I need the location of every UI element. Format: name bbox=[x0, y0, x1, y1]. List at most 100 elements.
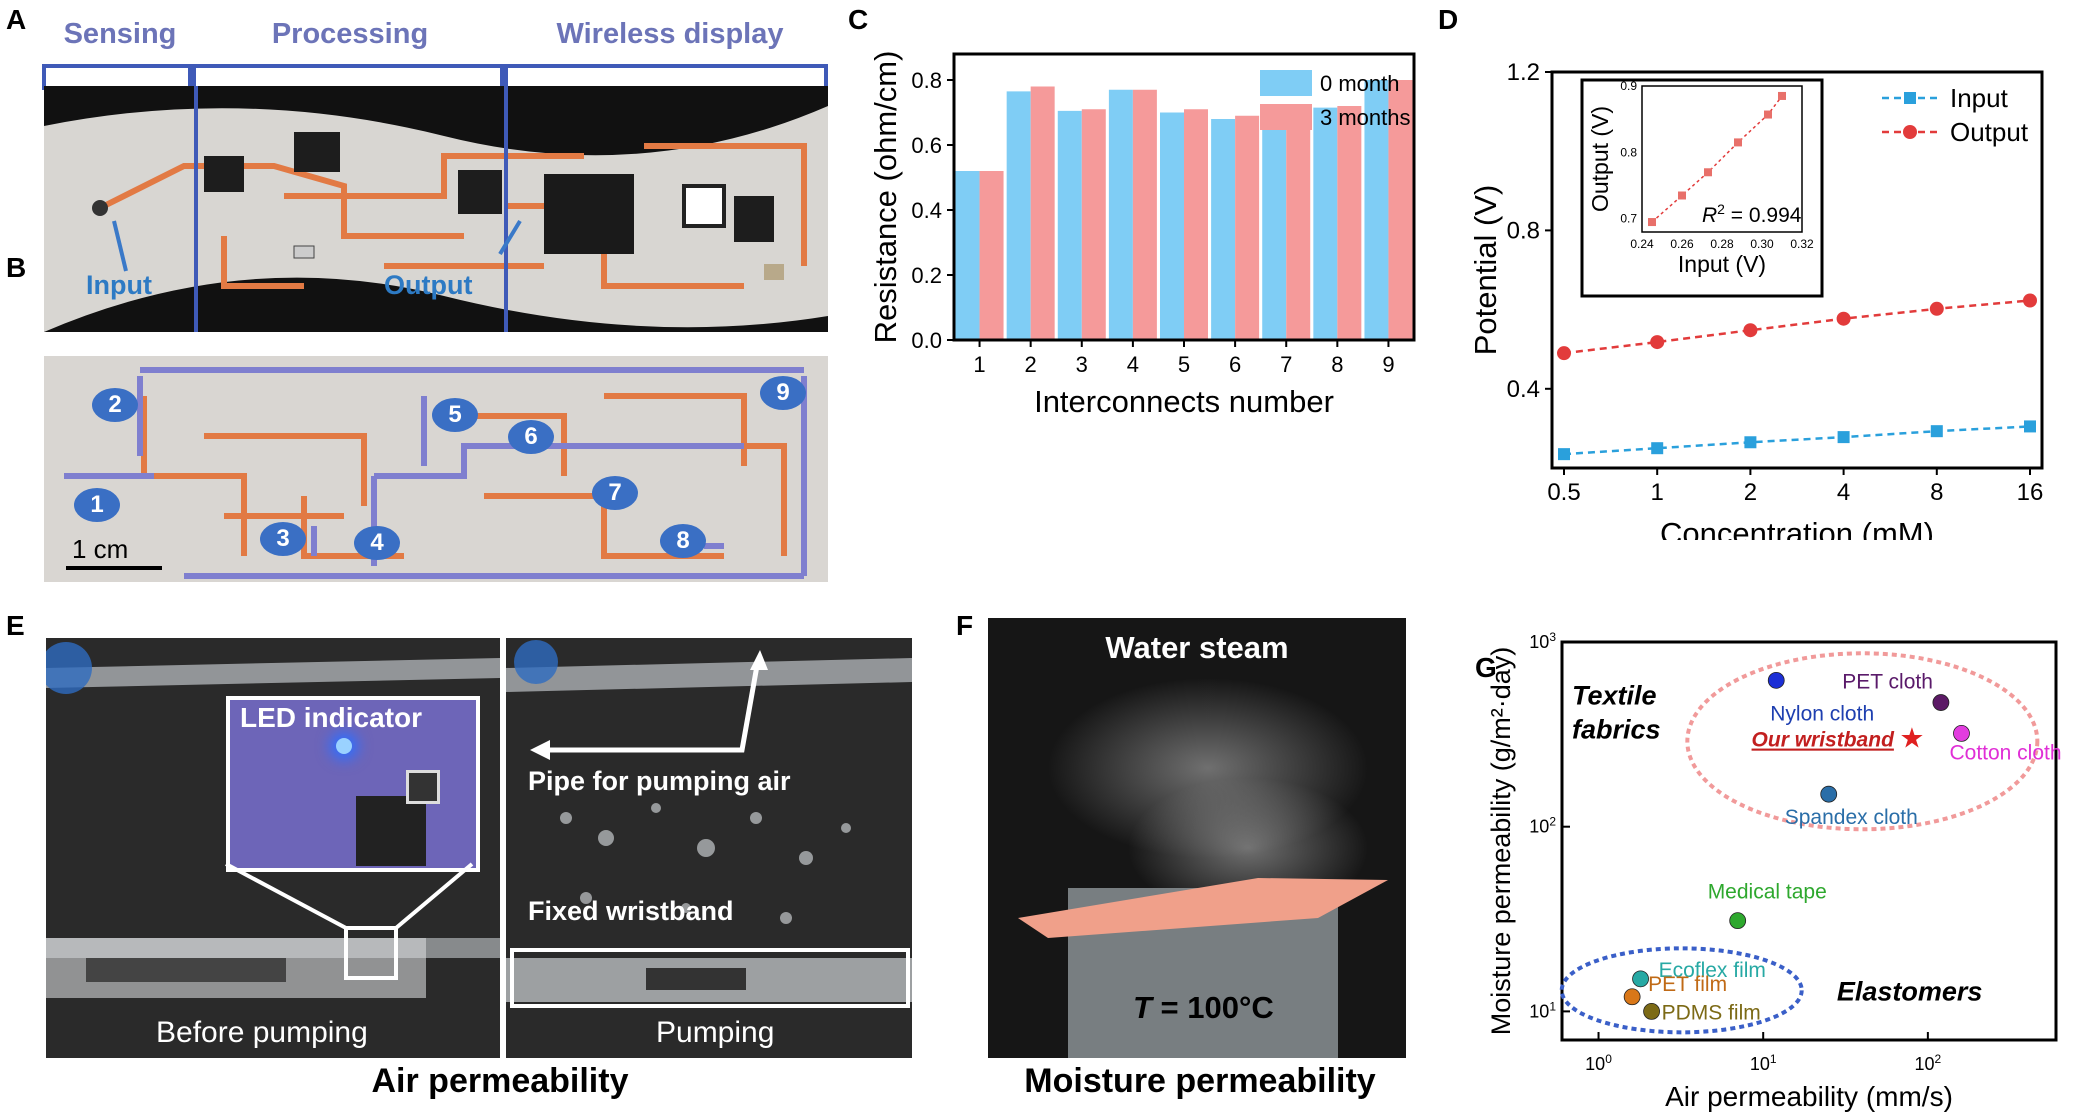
point-input-16 bbox=[2024, 420, 2036, 433]
textile-circuit-drawing bbox=[44, 106, 828, 332]
section-wireless-display: Wireless display bbox=[556, 18, 784, 50]
bar-0-month-4 bbox=[1108, 89, 1133, 340]
point-pdms-film bbox=[1643, 1002, 1660, 1020]
bar-3-months-8 bbox=[1337, 106, 1362, 340]
y-tick-label: 0.2 bbox=[911, 263, 942, 288]
x-tick-label: 101 bbox=[1750, 1052, 1777, 1074]
interconnect-number-9: 9 bbox=[760, 376, 806, 410]
chart-d: 0.4 0.8 1.2 0.5 1 2 4 8 16 Input Output Concentrati… bbox=[1468, 59, 2044, 540]
y-tick-label: 0.8 bbox=[1507, 217, 1540, 244]
x-tick-label: 6 bbox=[1229, 352, 1241, 377]
led-inset bbox=[226, 696, 480, 872]
inset-x-tick-label: 0.26 bbox=[1670, 237, 1694, 251]
bar-0-month-5 bbox=[1160, 112, 1184, 340]
interconnect-number-2: 2 bbox=[92, 388, 138, 422]
bar-0-month-7 bbox=[1262, 123, 1287, 340]
bar-3-months-2 bbox=[1030, 86, 1055, 340]
legend-swatch bbox=[1260, 70, 1312, 96]
chamber-drawing-right bbox=[506, 638, 912, 1058]
panel-b-photo: 1 2 3 4 5 6 7 8 9 1 cm bbox=[44, 356, 828, 582]
legend-label: Input bbox=[1950, 83, 2009, 113]
y-tick-label: 101 bbox=[1529, 999, 1556, 1021]
legend-marker bbox=[1904, 92, 1916, 104]
group-label-textile-1: Textile bbox=[1572, 680, 1657, 710]
x-tick-label: 102 bbox=[1915, 1052, 1942, 1074]
bar-0-month-8 bbox=[1313, 107, 1338, 340]
legend-swatch bbox=[1260, 104, 1312, 130]
panel-label-a: A bbox=[6, 4, 27, 35]
inset-x-axis-label: Input (V) bbox=[1678, 251, 1766, 277]
zoom-lines bbox=[225, 862, 474, 980]
y-tick-label: 1.2 bbox=[1507, 59, 1540, 86]
series-line-input bbox=[1563, 425, 2031, 456]
section-processing: Processing bbox=[271, 18, 429, 50]
textile-group-ellipse bbox=[1685, 651, 2040, 832]
temperature-value: = 100°C bbox=[1151, 990, 1274, 1025]
elastomer-group-ellipse bbox=[1559, 946, 1804, 1035]
inset-chip bbox=[356, 796, 426, 866]
panel-label-g: G bbox=[1475, 652, 1497, 683]
bar-0-month-9 bbox=[1364, 80, 1389, 340]
point-output-2 bbox=[1743, 323, 1758, 338]
inset-point bbox=[1778, 91, 1786, 100]
inset-y-axis-label: Output (V) bbox=[1587, 106, 1613, 212]
photo-pumping: Pipe for pumping air Fixed wristband Pum… bbox=[506, 638, 912, 1058]
point-spandex-cloth bbox=[1820, 785, 1838, 803]
photo-water-steam: Water steam T = 100°C bbox=[988, 618, 1406, 1058]
led-indicator-dot bbox=[336, 738, 352, 754]
legend-label: 3 months bbox=[1320, 105, 1411, 130]
x-tick-label: 2 bbox=[1744, 479, 1757, 506]
label-spandex-cloth: Spandex cloth bbox=[1785, 806, 1918, 829]
section-sensing: Sensing bbox=[63, 18, 177, 50]
panel-label-c: C bbox=[848, 4, 869, 35]
point-input-2 bbox=[1744, 436, 1757, 449]
panel-label-b: B bbox=[6, 252, 27, 283]
caption-air-permeability: Air permeability bbox=[371, 1062, 629, 1100]
bar-0-month-1 bbox=[955, 171, 980, 340]
section-brackets bbox=[42, 64, 828, 90]
bar-3-months-3 bbox=[1081, 109, 1106, 340]
x-tick-label: 0.5 bbox=[1547, 479, 1580, 506]
inset-point bbox=[1678, 191, 1686, 200]
label-medical-tape: Medical tape bbox=[1708, 881, 1827, 904]
chart-c: 0.0 0.2 0.4 0.6 0.8 1 2 3 4 5 6 7 8 9 Interconnects nu… bbox=[868, 51, 1416, 419]
bar-3-months-4 bbox=[1132, 89, 1157, 340]
label-ecoflex-film: Ecoflex film bbox=[1659, 959, 1766, 982]
point-pet-film bbox=[1623, 988, 1641, 1006]
inset-y-tick-label: 0.7 bbox=[1620, 212, 1637, 226]
bar-0-month-3 bbox=[1057, 110, 1082, 340]
inset-x-tick-label: 0.28 bbox=[1710, 237, 1734, 251]
point-pet-cloth bbox=[1932, 694, 1950, 711]
x-tick-label: 4 bbox=[1127, 352, 1139, 377]
y-tick-label: 0.6 bbox=[911, 133, 942, 158]
y-tick-label: 0.4 bbox=[911, 198, 942, 223]
legend-label: 0 month bbox=[1320, 71, 1400, 96]
inset-y-tick-label: 0.9 bbox=[1620, 79, 1637, 93]
x-tick-label: 3 bbox=[1076, 352, 1088, 377]
label-temperature: T = 100°C bbox=[1133, 990, 1274, 1026]
interconnect-number-5: 5 bbox=[432, 398, 478, 432]
scale-bar-label: 1 cm bbox=[72, 534, 129, 564]
bar-3-months-6 bbox=[1235, 115, 1260, 340]
x-tick-label: 8 bbox=[1331, 352, 1343, 377]
legend-label: Output bbox=[1950, 117, 2029, 147]
interconnect-number-4: 4 bbox=[354, 526, 400, 560]
interconnect-number-7: 7 bbox=[592, 476, 638, 510]
point-nylon-cloth bbox=[1767, 671, 1785, 689]
point-output-8 bbox=[1929, 301, 1944, 316]
y-tick-label: 102 bbox=[1529, 815, 1556, 837]
point-input-4 bbox=[1837, 431, 1850, 444]
panel-label-d: D bbox=[1438, 4, 1459, 35]
label-our-wristband: Our wristband bbox=[1752, 729, 1896, 752]
inset-x-tick-label: 0.32 bbox=[1790, 237, 1814, 251]
y-tick-label: 103 bbox=[1529, 630, 1556, 652]
group-label-textile-2: fabrics bbox=[1572, 715, 1661, 745]
inset-r-squared: R2 = 0.994 bbox=[1702, 201, 1802, 227]
label-fixed-wristband: Fixed wristband bbox=[528, 896, 734, 926]
interconnect-number-3: 3 bbox=[260, 522, 306, 556]
point-cotton-cloth bbox=[1953, 724, 1970, 742]
x-tick-label: 8 bbox=[1930, 479, 1943, 506]
inset-point bbox=[1734, 138, 1742, 147]
inset-point bbox=[1648, 218, 1656, 227]
panel-label-e: E bbox=[6, 610, 25, 641]
